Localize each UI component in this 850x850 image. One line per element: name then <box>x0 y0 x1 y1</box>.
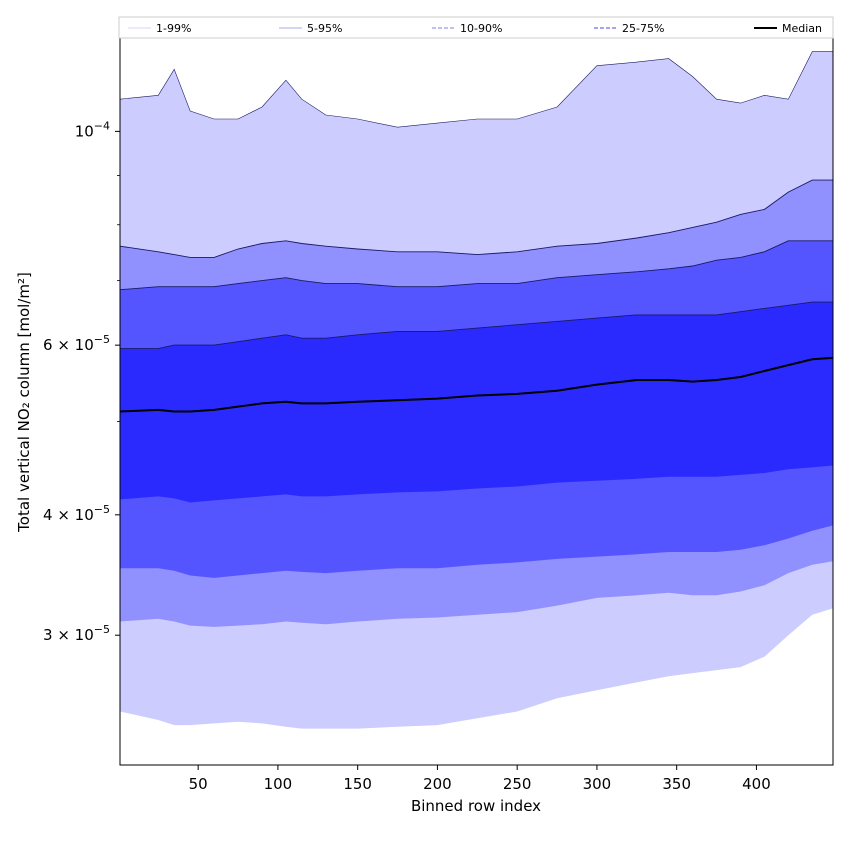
legend-box <box>118 16 834 39</box>
x-axis-label: Binned row index <box>411 797 541 815</box>
y-axis-label: Total vertical NO₂ column [mol/m²] <box>15 272 33 533</box>
percentile-bands <box>120 51 833 729</box>
line-99pct <box>119 51 833 128</box>
median-line <box>119 356 834 413</box>
legend-label: Median <box>782 22 822 35</box>
line-95pct <box>119 179 833 258</box>
legend-label: 1-99% <box>156 22 191 35</box>
x-tick-label: 150 <box>343 775 372 793</box>
legend-label: 10-90% <box>460 22 502 35</box>
x-axis: 50 100 150 200 250 300 350 400 <box>189 765 771 793</box>
x-tick-label: 350 <box>662 775 691 793</box>
legend: 1-99% 5-95% 10-90% 25-75% Median <box>118 16 834 39</box>
line-90pct <box>119 240 833 291</box>
x-tick-label: 200 <box>423 775 452 793</box>
y-tick-label: 4 × 10−5 <box>43 503 110 524</box>
percentile-lines <box>119 51 834 413</box>
x-tick-label: 250 <box>503 775 532 793</box>
y-tick-label: 3 × 10−5 <box>43 623 110 644</box>
y-tick-label: 10−4 <box>75 119 110 140</box>
band-75-25 <box>120 302 833 503</box>
line-75pct <box>120 301 833 350</box>
x-tick-label: 100 <box>264 775 293 793</box>
legend-label: 25-75% <box>622 22 664 35</box>
x-tick-label: 50 <box>189 775 208 793</box>
x-tick-label: 300 <box>583 775 612 793</box>
x-tick-label: 400 <box>742 775 771 793</box>
y-tick-label: 6 × 10−5 <box>43 333 110 354</box>
legend-label: 5-95% <box>307 22 342 35</box>
y-axis: 10−4 6 × 10−5 4 × 10−5 3 × 10−5 <box>43 119 120 644</box>
